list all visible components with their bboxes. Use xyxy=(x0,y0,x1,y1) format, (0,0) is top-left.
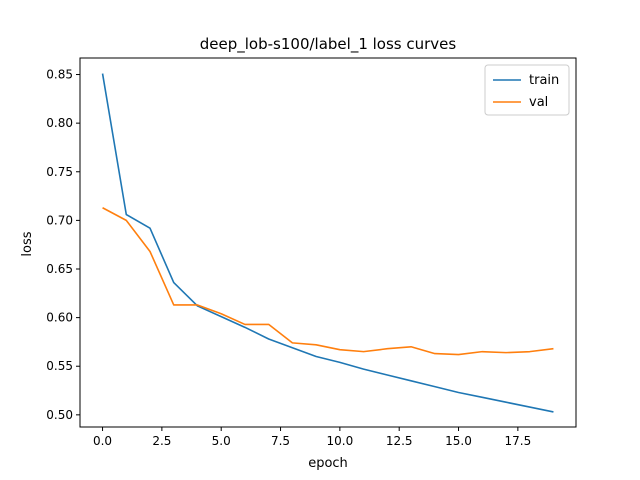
series-line-train xyxy=(101,73,554,413)
x-axis-label: epoch xyxy=(308,456,348,471)
plot-area: 0.0 2.5 5.0 7.5 10.0 12.5 15.0 17.5 0.50 0.55 0.60… xyxy=(46,57,577,448)
legend-label-val: val xyxy=(529,95,548,110)
y-tick-label: 0.60 xyxy=(46,311,73,325)
x-tick-label: 15.0 xyxy=(445,434,472,448)
legend-label-train: train xyxy=(529,73,559,88)
y-tick-label: 0.75 xyxy=(46,165,73,179)
x-tick-label: 5.0 xyxy=(212,434,231,448)
y-tick-label: 0.65 xyxy=(46,262,73,276)
chart-title: deep_lob-s100/label_1 loss curves xyxy=(200,35,457,54)
y-tick-label: 0.55 xyxy=(46,359,73,373)
x-tick-label: 0.0 xyxy=(93,434,112,448)
x-tick-label: 12.5 xyxy=(386,434,413,448)
series-layer xyxy=(101,73,554,413)
x-tick-label: 2.5 xyxy=(152,434,171,448)
series-line-val xyxy=(102,207,554,356)
y-tick-label: 0.80 xyxy=(46,116,73,130)
x-tick-label: 10.0 xyxy=(327,434,354,448)
y-tick-label: 0.50 xyxy=(46,408,73,422)
legend: train val xyxy=(484,64,570,116)
y-tick-label: 0.70 xyxy=(46,213,73,227)
x-tick-label: 7.5 xyxy=(271,434,290,448)
y-tick-label: 0.85 xyxy=(46,68,73,82)
x-tick-label: 17.5 xyxy=(504,434,531,448)
axes-frame xyxy=(79,57,577,428)
y-axis-label: loss xyxy=(20,231,35,256)
